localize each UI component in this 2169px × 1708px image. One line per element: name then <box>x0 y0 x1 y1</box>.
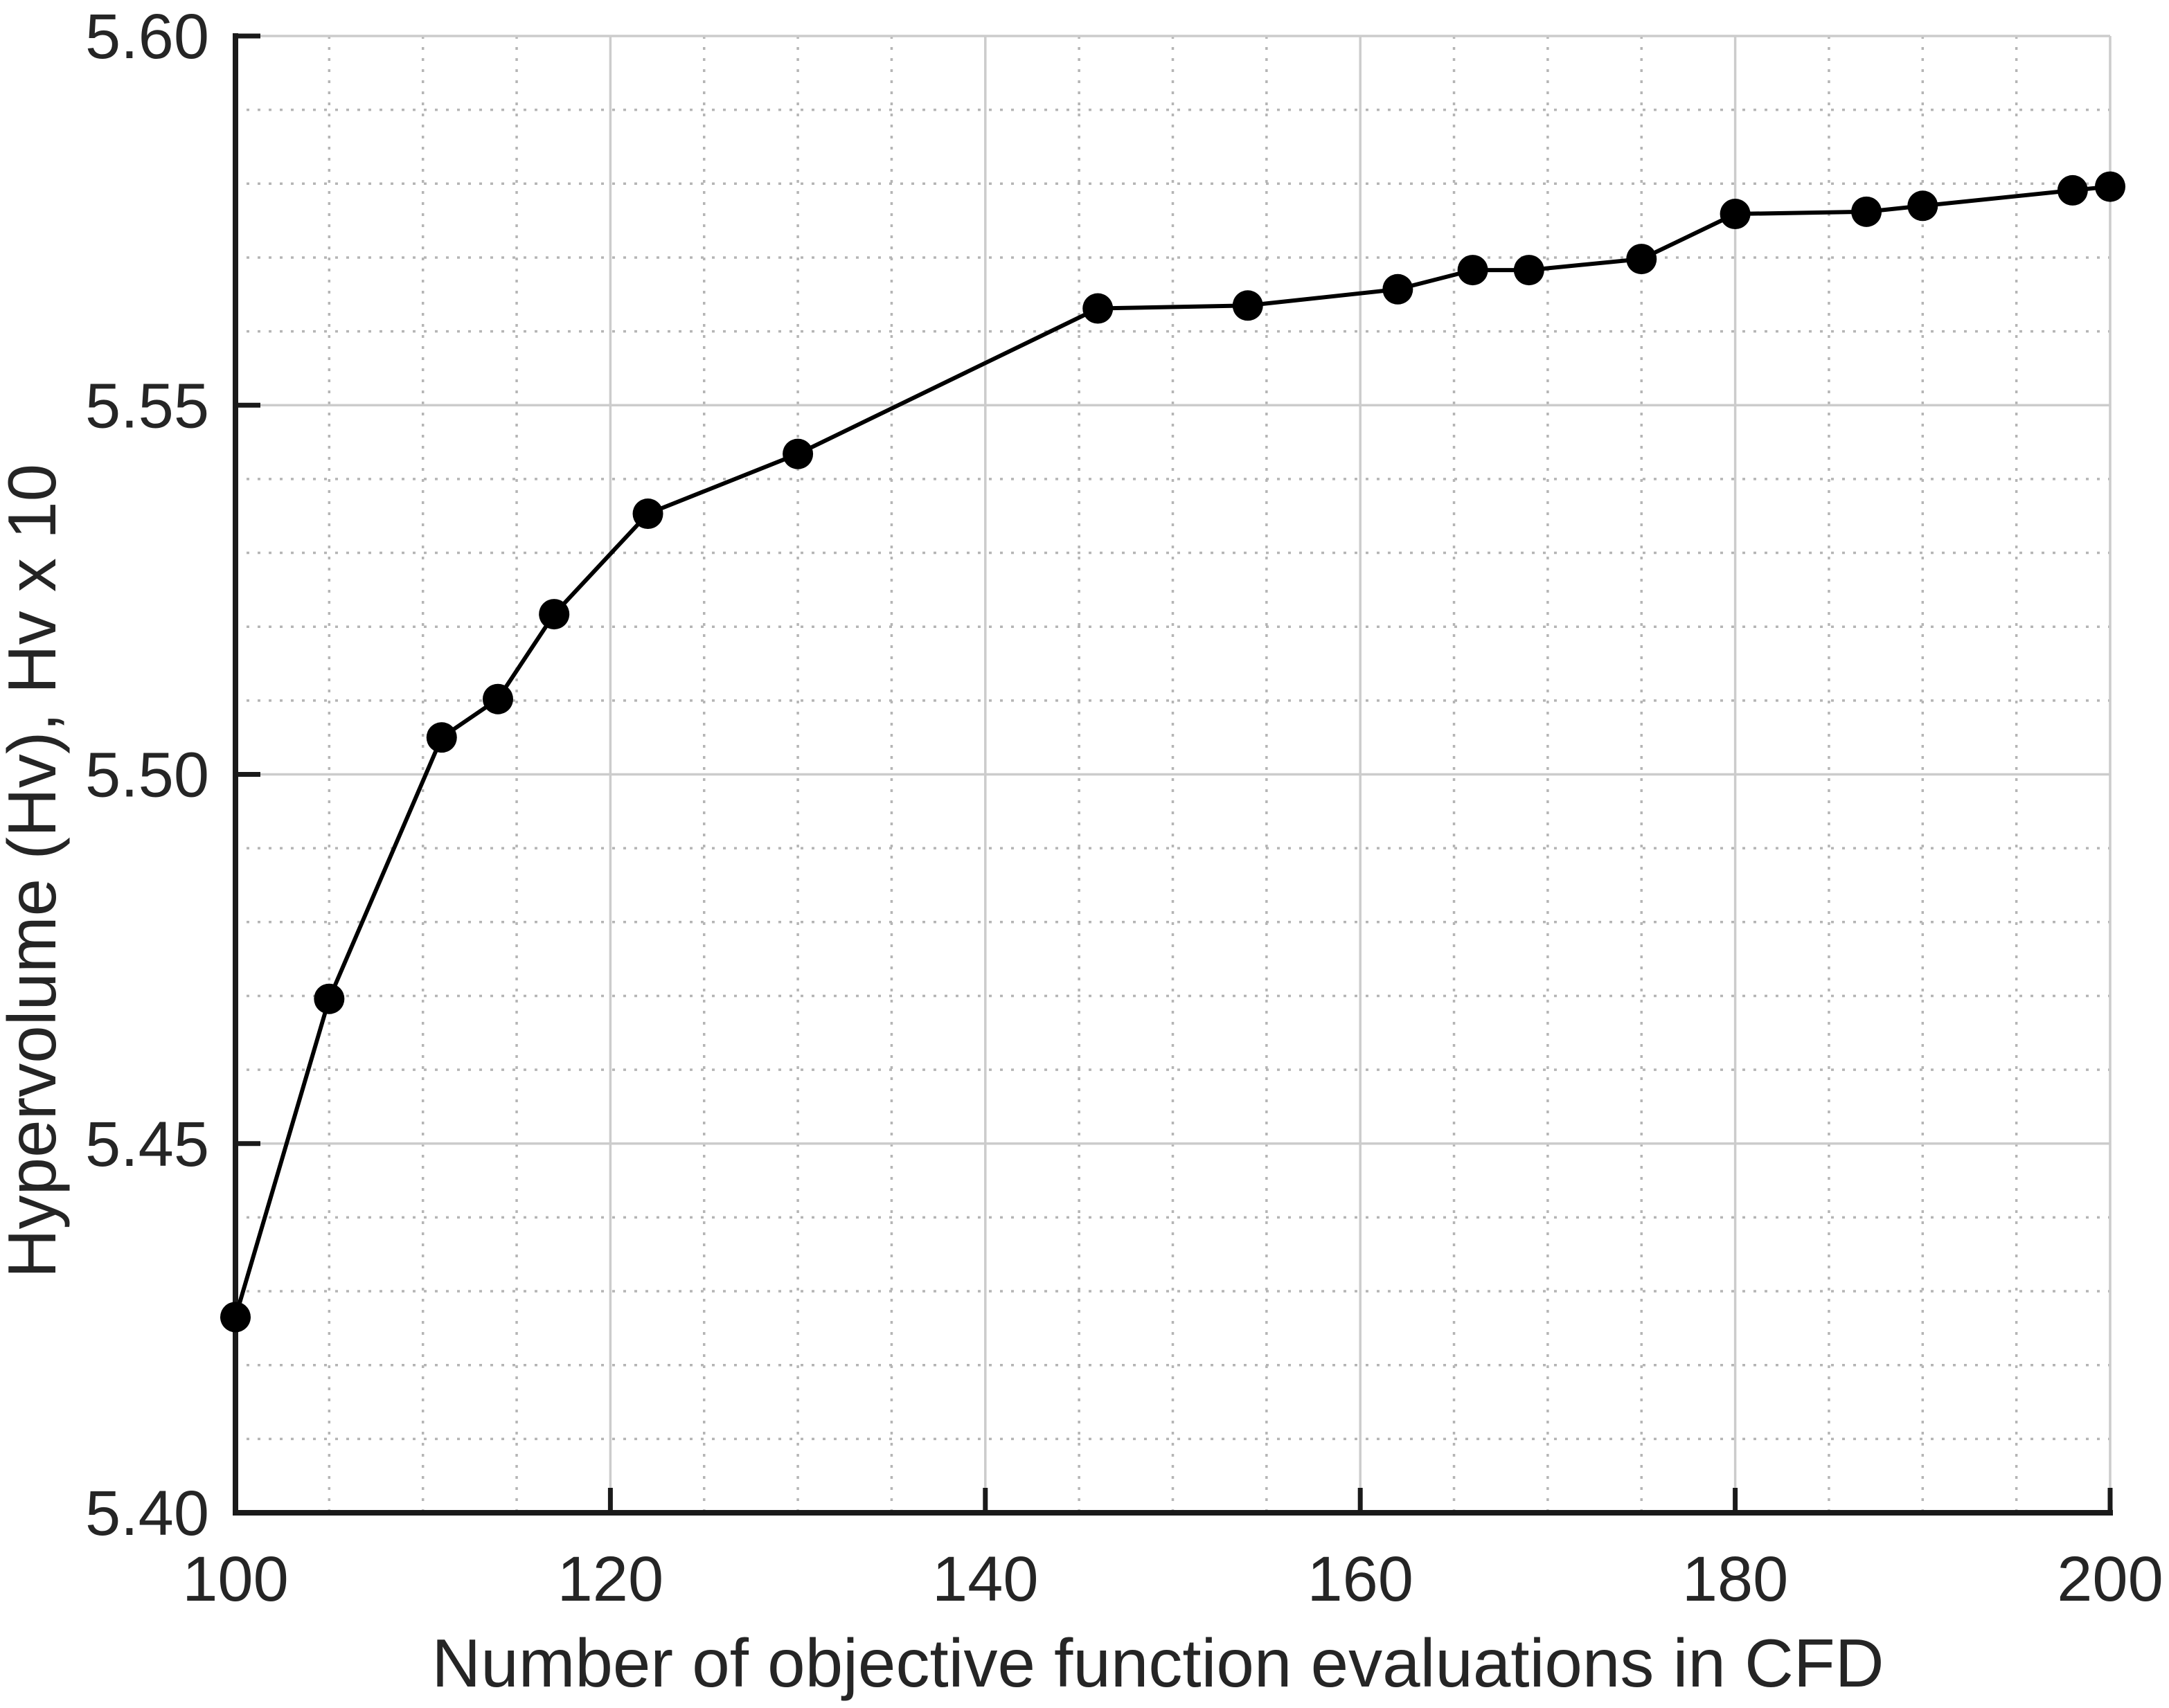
data-point-marker <box>1232 290 1263 321</box>
x-tick-label: 160 <box>1307 1544 1413 1615</box>
data-point-marker <box>426 722 457 753</box>
y-tick-label: 5.40 <box>85 1478 209 1549</box>
x-tick-label: 200 <box>2057 1544 2163 1615</box>
x-axis-label: Number of objective function evaluations… <box>431 1625 1884 1701</box>
y-tick-label: 5.60 <box>85 1 209 72</box>
data-point-marker <box>2095 171 2125 202</box>
data-point-marker <box>1513 255 1544 286</box>
tick-labels: 100 120 140 160 180 200 5.40 5.45 5.50 5.55 5.60 <box>85 1 2163 1615</box>
data-point-marker <box>314 983 345 1014</box>
data-point-marker <box>1457 255 1488 286</box>
x-tick-label: 140 <box>932 1544 1039 1615</box>
y-axis-label: Hypervolume (Hv), Hv x 10 <box>0 464 70 1278</box>
y-tick-label: 5.55 <box>85 370 209 441</box>
data-point-marker <box>482 683 513 714</box>
data-point-marker <box>783 438 814 469</box>
data-point-marker <box>2057 174 2088 206</box>
data-point-marker <box>1851 196 1882 227</box>
y-tick-label: 5.45 <box>85 1109 209 1180</box>
data-point-marker <box>539 599 570 630</box>
x-tick-label: 180 <box>1682 1544 1789 1615</box>
x-tick-label: 120 <box>557 1544 664 1615</box>
data-point-marker <box>1907 190 1938 222</box>
major-gridlines <box>235 35 2112 1513</box>
axes <box>233 33 2113 1516</box>
data-point-marker <box>1720 199 1751 230</box>
data-series <box>220 171 2125 1333</box>
data-point-marker <box>1382 273 1413 305</box>
data-point-marker <box>632 498 663 530</box>
x-tick-label: 100 <box>182 1544 289 1615</box>
series-line <box>233 184 2111 1318</box>
y-tick-label: 5.50 <box>85 740 209 811</box>
data-point-marker <box>1082 293 1114 324</box>
data-point-marker <box>1626 244 1657 275</box>
data-point-marker <box>220 1302 251 1333</box>
